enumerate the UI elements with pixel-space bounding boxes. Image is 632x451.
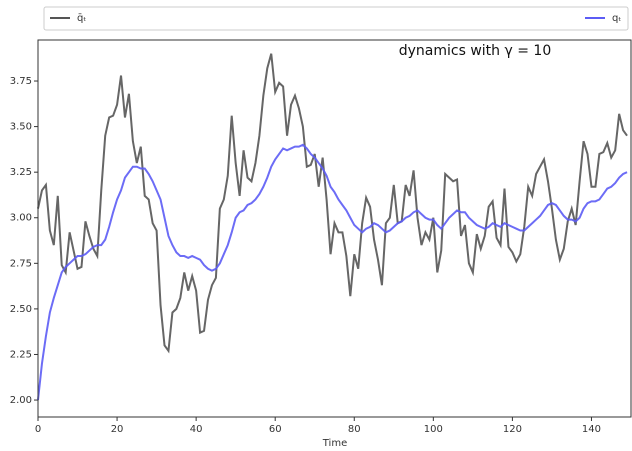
series-line xyxy=(37,143,628,401)
y-tick-label: 2.75 xyxy=(10,258,32,269)
legend-label: q̄ₜ xyxy=(77,13,86,24)
y-tick-label: 2.00 xyxy=(10,395,32,406)
x-tick-label: 140 xyxy=(582,424,601,435)
x-tick-label: 20 xyxy=(111,424,124,435)
x-tick-label: 80 xyxy=(348,424,361,435)
series-line xyxy=(37,53,628,354)
y-tick-label: 3.50 xyxy=(10,122,32,133)
y-tick-label: 3.00 xyxy=(10,213,32,224)
y-tick-label: 2.50 xyxy=(10,304,32,315)
x-tick-label: 120 xyxy=(503,424,522,435)
plot-frame xyxy=(37,39,632,418)
x-tick-label: 60 xyxy=(269,424,282,435)
y-tick-label: 2.25 xyxy=(10,349,32,360)
x-axis-label: Time xyxy=(322,438,347,449)
annotation: dynamics with γ = 10 xyxy=(399,43,551,59)
x-tick-label: 100 xyxy=(424,424,443,435)
x-tick-label: 40 xyxy=(190,424,203,435)
legend-label: qₜ xyxy=(612,13,621,24)
y-tick-label: 3.25 xyxy=(10,167,32,178)
y-tick-label: 3.75 xyxy=(10,76,32,87)
x-tick-label: 0 xyxy=(35,424,41,435)
legend xyxy=(43,6,629,31)
